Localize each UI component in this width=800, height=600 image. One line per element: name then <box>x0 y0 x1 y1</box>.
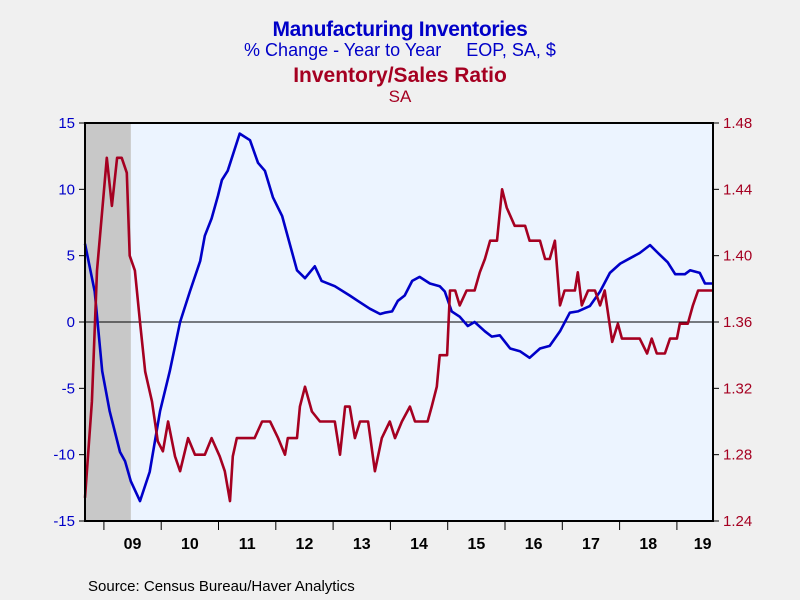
series-line-inventories <box>83 132 713 503</box>
left-axis-tick-label: 10 <box>58 181 75 198</box>
left-axis-tick-label: 15 <box>58 115 75 132</box>
x-axis-tick-label: 14 <box>410 536 428 553</box>
x-axis-tick-label: 09 <box>124 536 142 553</box>
left-axis-tick-label: -15 <box>53 513 75 530</box>
x-axis-tick-label: 10 <box>181 536 199 553</box>
x-axis-tick-label: 16 <box>525 536 543 553</box>
left-axis-tick-label: 0 <box>67 314 75 331</box>
right-axis-tick-label: 1.40 <box>723 248 752 265</box>
x-axis-tick-label: 12 <box>296 536 314 553</box>
chart-subtitle-2: SA <box>388 87 412 106</box>
left-axis-tick-label: -5 <box>62 380 75 397</box>
x-axis-tick-label: 19 <box>694 536 712 553</box>
plot-frame <box>84 122 714 522</box>
left-axis-tick-label: -10 <box>53 447 75 464</box>
x-axis-tick-label: 15 <box>467 536 485 553</box>
chart-subtitle: % Change - Year to Year EOP, SA, $ <box>244 40 556 60</box>
x-axis-tick-label: 13 <box>353 536 371 553</box>
right-axis-tick-label: 1.28 <box>723 447 752 464</box>
right-axis-tick-label: 1.48 <box>723 115 752 132</box>
chart-title-2: Inventory/Sales Ratio <box>293 64 507 87</box>
right-axis-tick-label: 1.32 <box>723 380 752 397</box>
right-axis-tick-label: 1.24 <box>723 513 752 530</box>
right-axis-tick-label: 1.36 <box>723 314 752 331</box>
x-axis-tick-label: 11 <box>239 536 256 553</box>
right-axis-tick-label: 1.44 <box>723 181 752 198</box>
x-axis-tick-label: 18 <box>639 536 657 553</box>
chart-title: Manufacturing Inventories <box>272 18 528 41</box>
left-axis-tick-label: 5 <box>67 248 75 265</box>
x-axis-tick-label: 17 <box>582 536 600 553</box>
series-line-inventory-sales-ratio <box>83 156 713 503</box>
source-note: Source: Census Bureau/Haver Analytics <box>88 578 355 595</box>
